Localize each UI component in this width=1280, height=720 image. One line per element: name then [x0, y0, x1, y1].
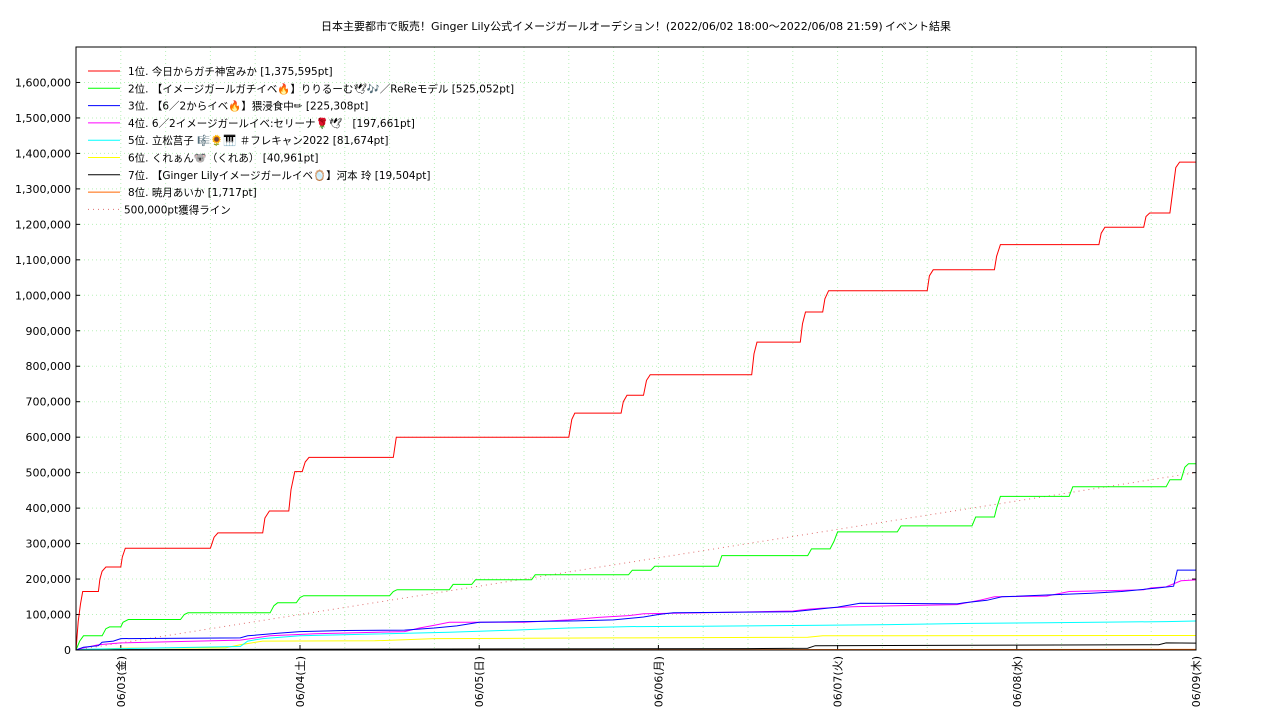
y-axis: 0 100,000 200,000 300,000 400,000 500,000 600,… [15, 76, 1196, 657]
legend-label: 6位. くれぁん🐨（くれあ） [40,961pt] [128, 152, 318, 165]
series-line [75, 620, 1197, 651]
legend: 1位. 今日からガチ神宮みか [1,375,595pt] 2位. 【イメージガール… [88, 65, 514, 216]
legend-label: 500,000pt獲得ライン [124, 203, 231, 216]
plot-frame [75, 46, 1197, 651]
y-tick-label: 600,000 [26, 431, 72, 444]
legend-label: 4位. 6／2イメージガールイベ:セリーナ🌹🕊 [197,661pt] [128, 117, 415, 130]
series-lines [75, 161, 1197, 651]
x-tick-label: 06/03(金) [114, 656, 128, 707]
chart-subtitle: イベント結果 [885, 19, 951, 33]
y-tick-label: 500,000 [26, 467, 72, 480]
x-tick-label: 06/07(火) [832, 656, 845, 707]
y-tick-label: 1,400,000 [15, 147, 71, 160]
y-tick-label: 100,000 [26, 609, 72, 622]
y-tick-label: 1,600,000 [15, 76, 71, 89]
series-line [75, 635, 1197, 651]
x-tick-label: 06/09(木) [1190, 656, 1203, 707]
y-tick-label: 800,000 [26, 360, 72, 373]
y-tick-label: 900,000 [26, 325, 72, 338]
series-line [75, 642, 1197, 651]
y-tick-label: 1,200,000 [15, 218, 71, 231]
x-tick-label: 06/05(日) [473, 656, 486, 707]
series-line [75, 472, 1197, 651]
y-tick-label: 1,500,000 [15, 112, 71, 125]
y-tick-label: 700,000 [26, 396, 72, 409]
legend-label: 1位. 今日からガチ神宮みか [1,375,595pt] [128, 65, 333, 78]
series-line [75, 463, 1196, 651]
legend-label: 8位. 暁月あいか [1,717pt] [128, 186, 257, 199]
series-line [75, 161, 1196, 651]
series-line [75, 569, 1196, 651]
x-tick-label: 06/04(土) [294, 656, 307, 707]
x-axis: 06/03(金) 06/04(土) 06/05(日) 06/06(月) 06/07(火)… [114, 645, 1203, 707]
y-tick-label: 1,300,000 [15, 183, 71, 196]
legend-label: 7位. 【Ginger Lilyイメージガールイベ🪞】河本 玲 [19,504p… [128, 169, 431, 182]
y-tick-label: 1,100,000 [15, 254, 71, 267]
y-tick-label: 1,000,000 [15, 289, 71, 302]
legend-label: 2位. 【イメージガールガチイベ🔥】りりるーむ🕊🎶／ReReモデル [525,0… [128, 82, 514, 95]
legend-label: 3位. 【6／2からイベ🔥】猥浸食中✏ [225,308pt] [128, 100, 368, 113]
y-tick-label: 200,000 [26, 573, 72, 586]
y-tick-label: 0 [64, 644, 71, 657]
gridlines [75, 47, 1197, 650]
x-tick-label: 06/06(月) [652, 656, 665, 707]
y-tick-label: 400,000 [26, 502, 72, 515]
legend-label: 5位. 立松莒子 🎼🌻🎹 ＃フレキャン2022 [81,674pt] [128, 134, 389, 147]
y-tick-label: 300,000 [26, 538, 72, 551]
x-tick-label: 06/08(水) [1011, 656, 1024, 707]
chart-title: 日本主要都市で販売！Ginger Lily公式イメージガールオーデション！(20… [321, 19, 883, 33]
